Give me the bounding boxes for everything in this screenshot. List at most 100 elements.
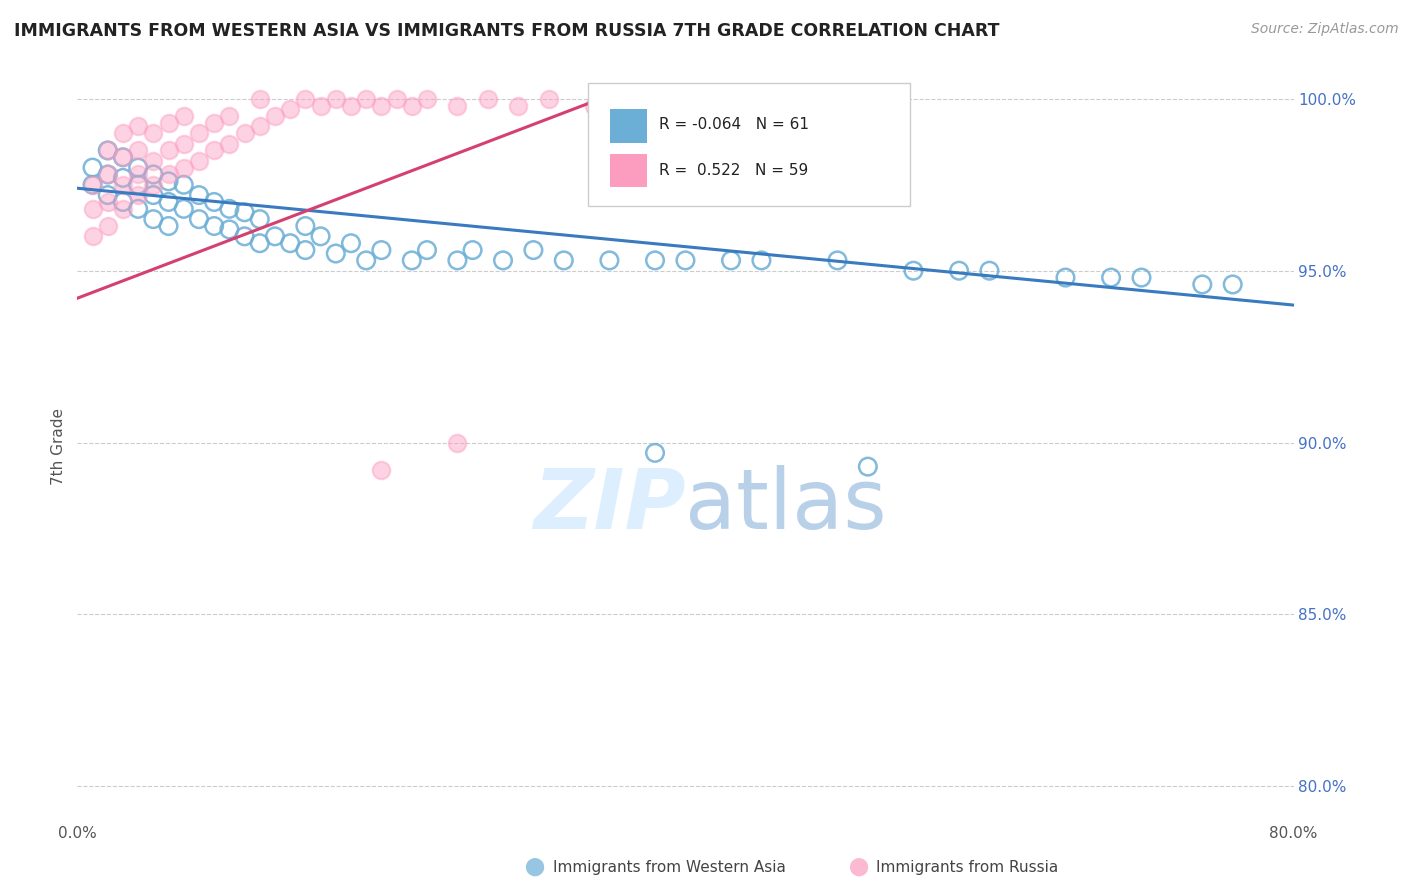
- Point: [675, 253, 697, 268]
- Point: [111, 126, 134, 140]
- Point: [82, 178, 104, 192]
- Point: [325, 92, 347, 106]
- Point: [142, 188, 165, 202]
- Point: [537, 92, 560, 106]
- Point: [111, 150, 134, 164]
- Point: [218, 109, 240, 123]
- Point: [508, 99, 530, 113]
- Point: [796, 99, 818, 113]
- Text: Immigrants from Russia: Immigrants from Russia: [876, 860, 1059, 874]
- Text: IMMIGRANTS FROM WESTERN ASIA VS IMMIGRANTS FROM RUSSIA 7TH GRADE CORRELATION CHA: IMMIGRANTS FROM WESTERN ASIA VS IMMIGRAN…: [14, 22, 1000, 40]
- Point: [446, 435, 468, 450]
- Point: [370, 99, 392, 113]
- Text: ⬤: ⬤: [524, 858, 544, 876]
- Text: ZIP: ZIP: [533, 466, 686, 547]
- Point: [157, 116, 180, 130]
- Point: [1222, 277, 1244, 292]
- Point: [1054, 270, 1077, 285]
- Point: [97, 168, 120, 182]
- Point: [461, 243, 484, 257]
- Point: [127, 188, 149, 202]
- Point: [446, 253, 468, 268]
- Point: [264, 229, 287, 244]
- Point: [522, 243, 544, 257]
- Point: [127, 202, 149, 216]
- Point: [142, 178, 165, 192]
- Point: [97, 188, 120, 202]
- Point: [553, 253, 575, 268]
- Point: [97, 219, 120, 233]
- Point: [82, 202, 104, 216]
- Point: [903, 263, 925, 277]
- Point: [309, 229, 332, 244]
- Point: [278, 102, 301, 116]
- FancyBboxPatch shape: [588, 83, 911, 206]
- Point: [218, 136, 240, 151]
- Point: [173, 161, 195, 175]
- Point: [218, 202, 240, 216]
- Point: [416, 92, 439, 106]
- Point: [111, 170, 134, 185]
- Point: [249, 212, 271, 227]
- Point: [264, 109, 287, 123]
- Point: [188, 153, 211, 168]
- Point: [188, 212, 211, 227]
- Point: [613, 92, 636, 106]
- Point: [598, 253, 620, 268]
- Point: [249, 120, 271, 134]
- Point: [127, 168, 149, 182]
- Point: [142, 126, 165, 140]
- Point: [644, 446, 666, 460]
- Point: [173, 109, 195, 123]
- Point: [157, 144, 180, 158]
- Point: [97, 194, 120, 209]
- Point: [294, 243, 316, 257]
- Point: [401, 253, 423, 268]
- Point: [1099, 270, 1122, 285]
- Point: [127, 144, 149, 158]
- Point: [249, 92, 271, 106]
- Point: [583, 99, 606, 113]
- Point: [1130, 270, 1153, 285]
- Point: [1191, 277, 1213, 292]
- Point: [82, 229, 104, 244]
- Point: [446, 99, 468, 113]
- Point: [111, 178, 134, 192]
- Point: [278, 236, 301, 251]
- Text: atlas: atlas: [686, 466, 887, 547]
- Point: [354, 92, 377, 106]
- Point: [704, 99, 727, 113]
- Point: [492, 253, 515, 268]
- Point: [82, 178, 104, 192]
- Point: [157, 194, 180, 209]
- Point: [720, 253, 742, 268]
- Point: [188, 188, 211, 202]
- Point: [370, 243, 392, 257]
- Point: [173, 136, 195, 151]
- Point: [294, 219, 316, 233]
- Point: [127, 178, 149, 192]
- FancyBboxPatch shape: [610, 153, 647, 187]
- Point: [294, 92, 316, 106]
- Point: [416, 243, 439, 257]
- Point: [340, 236, 363, 251]
- Point: [370, 463, 392, 477]
- Point: [979, 263, 1001, 277]
- Text: Immigrants from Western Asia: Immigrants from Western Asia: [553, 860, 786, 874]
- Point: [82, 161, 104, 175]
- Point: [142, 168, 165, 182]
- Text: R =  0.522   N = 59: R = 0.522 N = 59: [658, 162, 808, 178]
- Point: [173, 202, 195, 216]
- Point: [948, 263, 970, 277]
- Point: [157, 174, 180, 188]
- Point: [97, 168, 120, 182]
- Point: [233, 229, 256, 244]
- FancyBboxPatch shape: [610, 109, 647, 143]
- Point: [827, 253, 849, 268]
- Point: [188, 126, 211, 140]
- Point: [841, 92, 863, 106]
- Point: [751, 253, 773, 268]
- Point: [385, 92, 408, 106]
- Point: [354, 253, 377, 268]
- Point: [644, 99, 666, 113]
